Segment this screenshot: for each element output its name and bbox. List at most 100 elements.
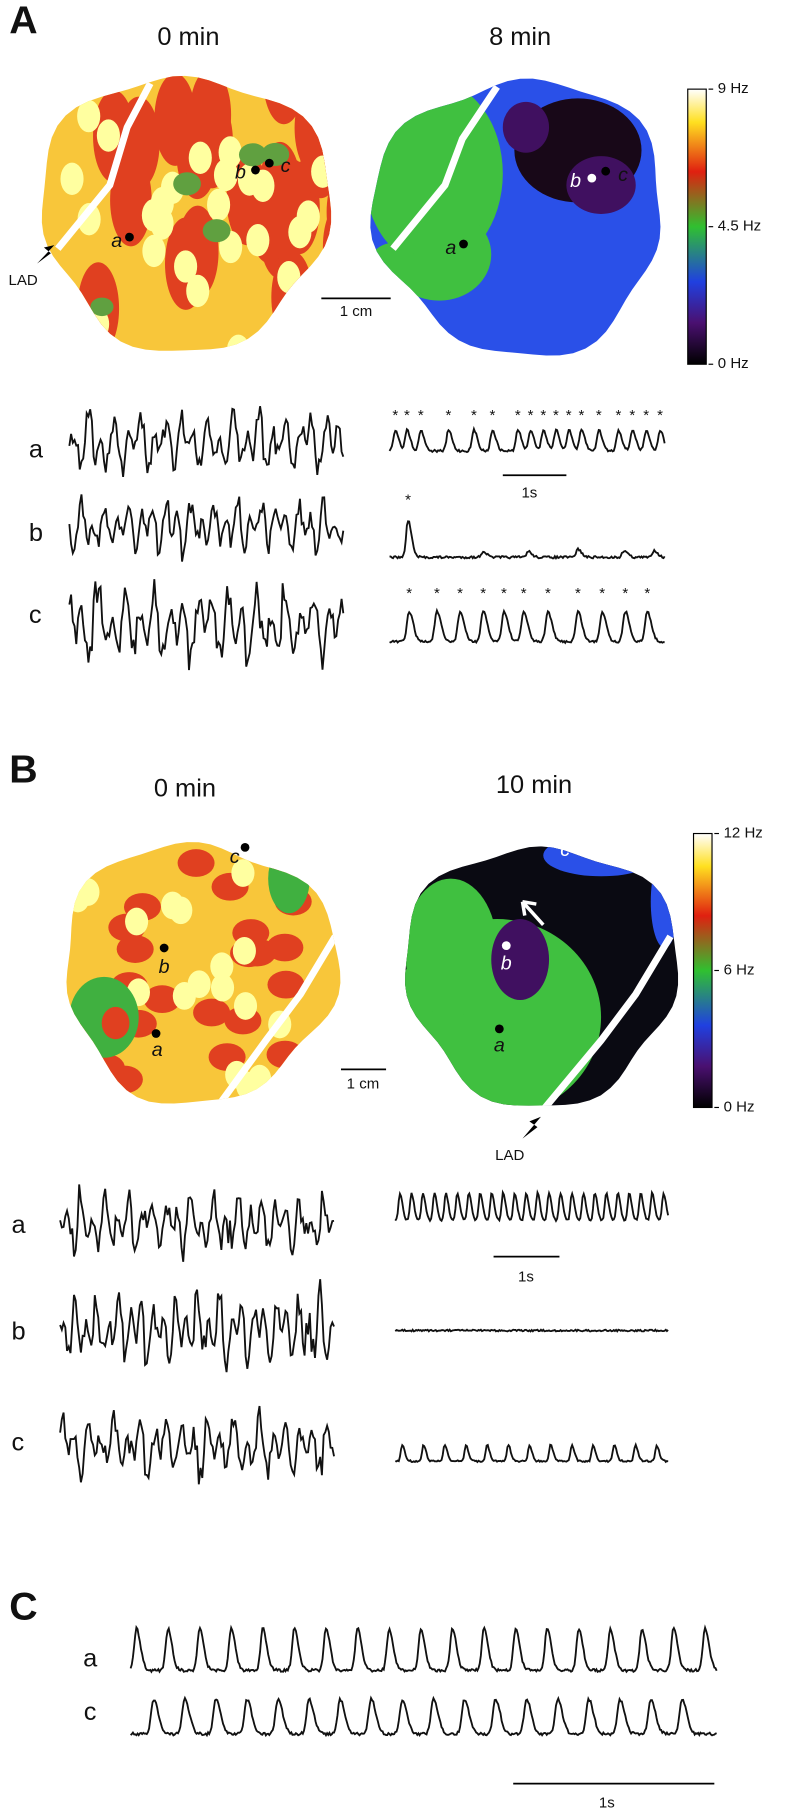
peak-marker: * (489, 407, 495, 424)
map-point (264, 158, 274, 168)
lad-arrow (36, 245, 55, 264)
map-patch (92, 333, 116, 351)
peak-marker: * (434, 585, 440, 602)
map-patch (90, 297, 114, 317)
trace (129, 1624, 718, 1674)
activation-map (405, 846, 679, 1106)
peak-marker: * (457, 585, 463, 602)
colorbar-label: 4.5 Hz (718, 218, 761, 235)
map-patch (233, 992, 258, 1020)
map-title: 10 min (496, 771, 572, 799)
peak-marker: * (553, 407, 559, 424)
map-point (125, 232, 134, 242)
trace (388, 425, 666, 454)
map-patch (267, 970, 305, 999)
trace (389, 520, 666, 560)
peak-marker: * (540, 407, 546, 424)
trace (395, 1441, 669, 1464)
map-patch (186, 274, 210, 308)
map-patch (319, 75, 332, 125)
map-patch (266, 1040, 304, 1069)
activation-map (370, 78, 661, 356)
trace-label: a (12, 1211, 27, 1239)
trace (59, 1184, 335, 1262)
trace-label: c (12, 1429, 25, 1457)
trace-label: a (29, 436, 44, 464)
map-patch (47, 296, 71, 315)
time-bar-label: 1s (521, 485, 537, 502)
map-patch (125, 907, 149, 936)
map-point (459, 239, 468, 249)
lad-gap (55, 81, 154, 251)
point-label: a (111, 230, 122, 252)
point-label: b (159, 956, 170, 978)
map-title: 0 min (157, 23, 219, 51)
trace (129, 1695, 717, 1738)
map-point (159, 943, 169, 953)
trace-label: b (29, 519, 43, 547)
map-patch (141, 199, 165, 232)
peak-marker: * (515, 407, 521, 424)
map-patch (226, 334, 250, 351)
peak-marker: * (405, 492, 411, 509)
map-patch (207, 188, 231, 222)
map-patch (161, 891, 185, 920)
map-patch (60, 162, 84, 196)
trace (389, 607, 665, 645)
trace (394, 1189, 670, 1223)
map-point (601, 166, 611, 176)
scale-label: 1 cm (340, 303, 373, 320)
peak-marker: * (545, 585, 551, 602)
map-patch (188, 141, 212, 175)
point-label: a (494, 1034, 505, 1056)
map-patch (76, 878, 100, 906)
map-patch (96, 119, 120, 152)
peak-marker: * (406, 585, 412, 602)
map-patch (290, 1071, 328, 1100)
peak-marker: * (418, 407, 424, 424)
map-patch (87, 1054, 125, 1082)
map-patch (231, 859, 255, 887)
point-label: a (445, 237, 456, 259)
point-label: b (235, 162, 246, 184)
trace (68, 494, 345, 562)
map-title: 8 min (489, 23, 551, 51)
trace-label: c (29, 601, 42, 629)
map-patch (77, 99, 101, 133)
peak-marker: * (480, 585, 486, 602)
map-patch (202, 219, 231, 243)
map-patch (210, 973, 235, 1002)
map-patch (268, 843, 310, 914)
map-patch (566, 156, 636, 214)
map-patch (277, 261, 301, 294)
map-patch (291, 1062, 329, 1090)
panel-label: A (9, 0, 37, 43)
trace-label: b (12, 1318, 26, 1346)
colorbar-label: 0 Hz (724, 1098, 755, 1115)
trace (68, 579, 345, 671)
colorbar-label: 0 Hz (718, 355, 749, 372)
map-patch (282, 326, 306, 351)
map-patch (238, 143, 267, 167)
trace-label: a (83, 1645, 98, 1673)
colorbar-label: 9 Hz (718, 80, 749, 97)
map-patch (259, 322, 284, 351)
map-patch (650, 855, 679, 948)
peak-marker: * (521, 585, 527, 602)
point-label: c (281, 155, 291, 177)
map-patch (370, 242, 422, 313)
peak-marker: * (392, 407, 398, 424)
lad-arrow (522, 1116, 541, 1139)
map-patch (101, 1006, 130, 1040)
activation-map (41, 75, 332, 351)
point-label: c (618, 164, 628, 186)
peak-marker: * (578, 407, 584, 424)
colorbar-label: 12 Hz (724, 824, 763, 841)
map-patch (300, 105, 332, 199)
map-patch (232, 936, 256, 965)
peak-marker: * (566, 407, 572, 424)
map-point (494, 1024, 504, 1034)
panel-label: C (9, 1584, 37, 1628)
map-patch (282, 330, 307, 351)
point-label: a (152, 1039, 163, 1061)
